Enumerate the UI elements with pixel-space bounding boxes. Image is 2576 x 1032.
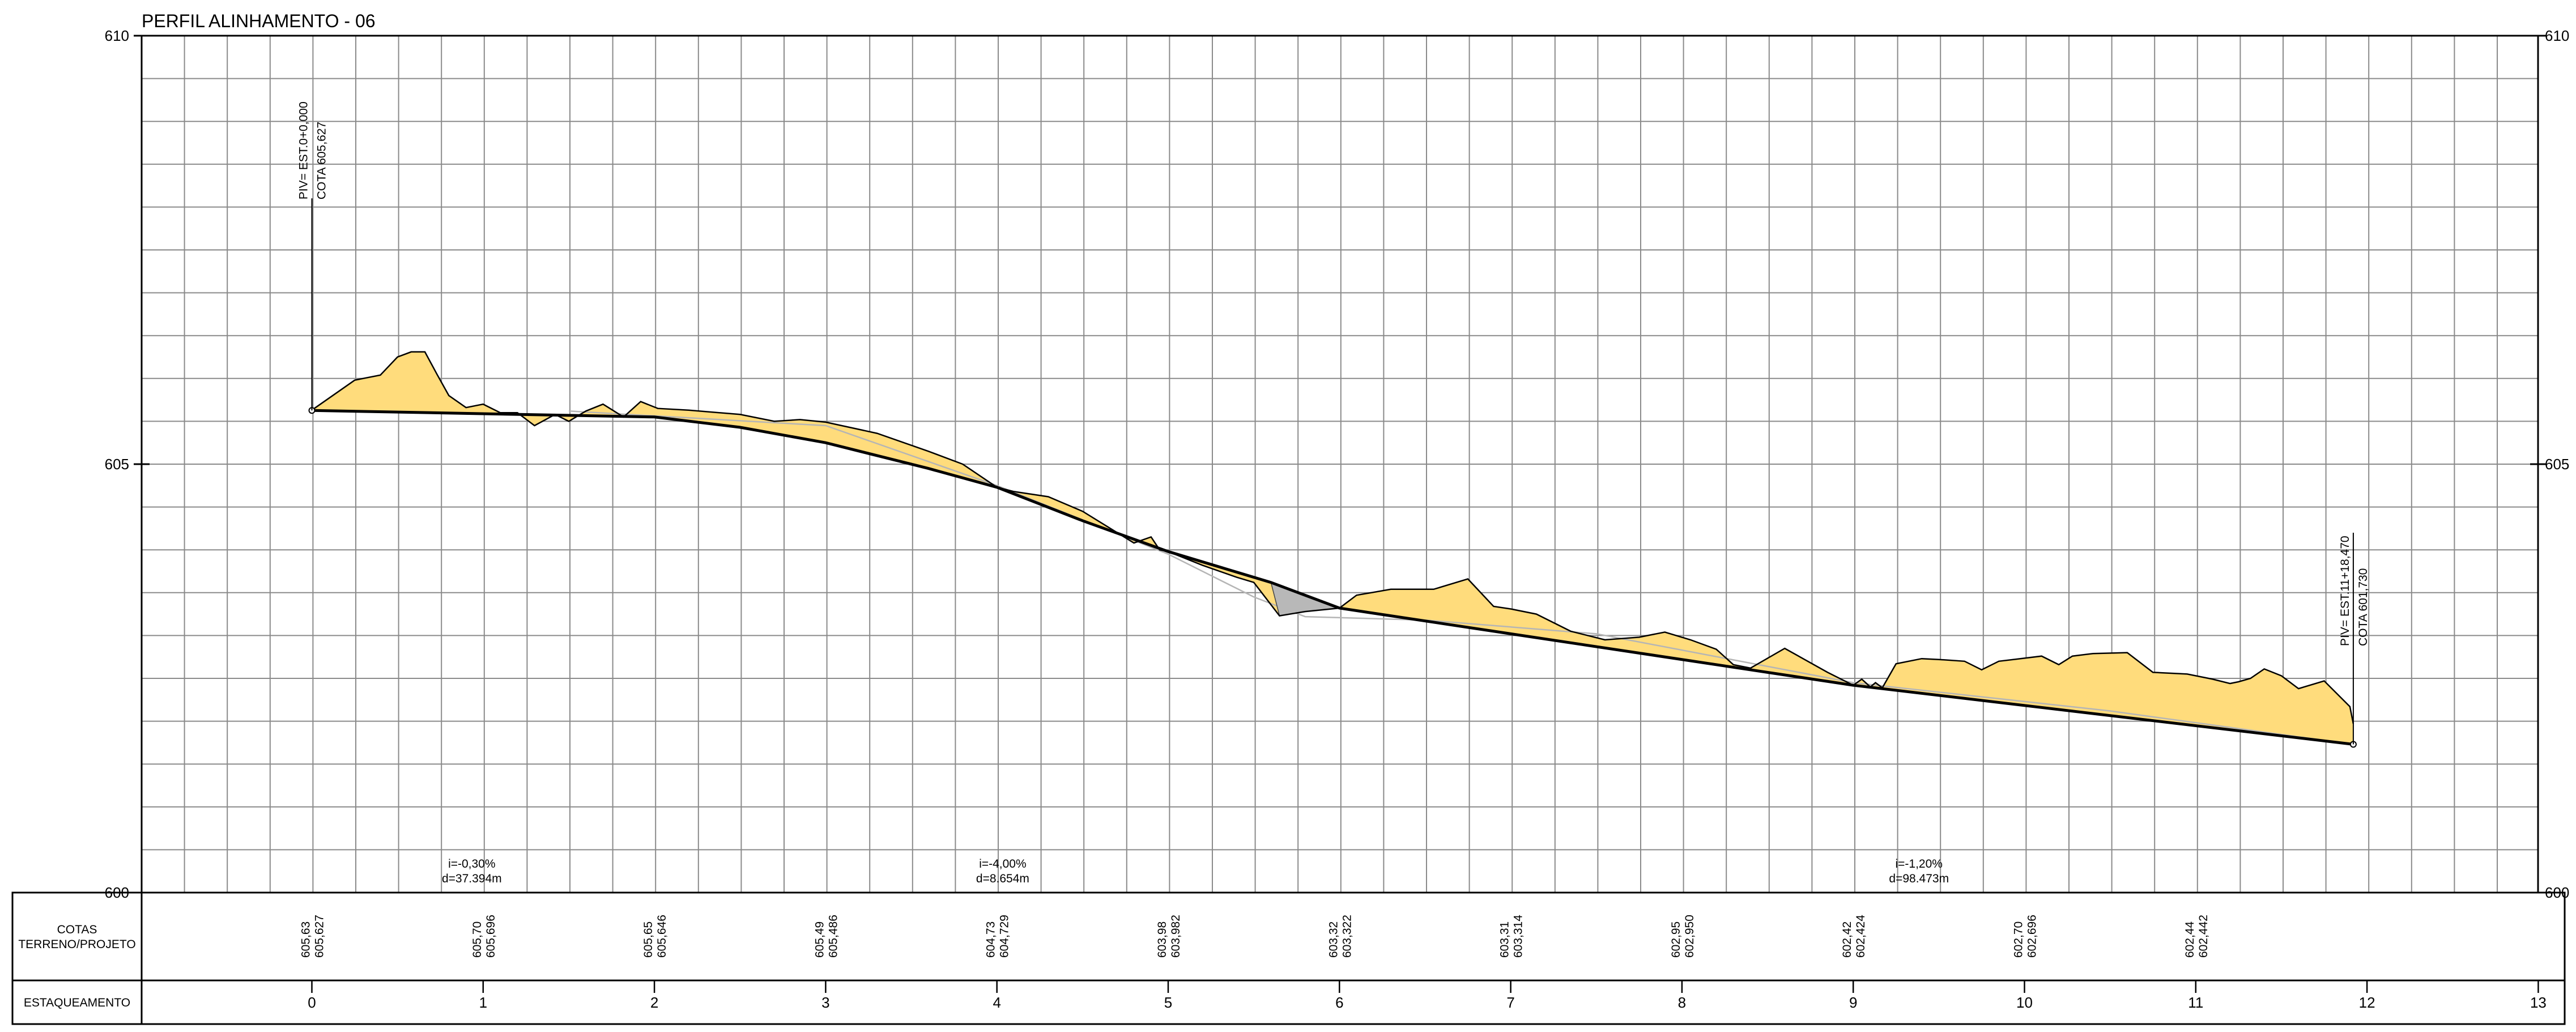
piv-elevation-label: COTA 605,627 [316,122,329,199]
project-elevation-value: 605,627 [313,915,326,958]
piv-station-label: PIV= EST.0+0,000 [297,101,310,199]
elevation-label-left: 605 [105,456,129,473]
station-label: 1 [479,994,487,1011]
station-labels: 0 1 2 3 4 5 6 7 8 9 10 11 12 13 [308,980,2547,1011]
data-table: COTAS TERRENO/PROJETO ESTAQUEAMENTO [11,891,2566,1025]
elevation-label-left: 610 [105,27,129,44]
station-label: 13 [2530,994,2547,1011]
project-elevation-value: 602,424 [1854,915,1867,958]
piv-station-label: PIV= EST.11+18,470 [2339,536,2352,646]
station-label: 7 [1506,994,1514,1011]
elevation-label-right: 605 [2545,456,2569,473]
station-label: 10 [2016,994,2033,1011]
terrain-elevation-value: 604,73 [985,921,998,958]
station-label: 0 [308,994,316,1011]
terrain-elevation-value: 602,95 [1670,921,1683,958]
terrain-elevation-value: 605,65 [642,921,655,958]
station-label: 3 [821,994,829,1011]
terrain-elevation-value: 603,32 [1327,921,1340,958]
original-ground-reference-line [568,410,2354,745]
grade-length-label: d=37.394m [442,872,502,885]
grade-slope-label: i=-4,00% [979,857,1026,870]
grade-annotations: i=-0,30% d=37.394m i=-4,00% d=8.654m i=-1,20… [442,857,1949,885]
project-elevation-value: 605,486 [827,915,840,958]
grade-length-label: d=8.654m [976,872,1029,885]
terreno-projeto-label: TERRENO/PROJETO [18,938,135,951]
station-label: 6 [1335,994,1343,1011]
project-elevation-value: 603,982 [1169,915,1182,958]
station-label: 9 [1849,994,1857,1011]
project-elevation-value: 603,314 [1512,915,1525,958]
station-label: 2 [650,994,658,1011]
terrain-elevation-value: 602,44 [2183,921,2196,958]
cotas-label: COTAS [57,923,97,936]
station-label: 4 [993,994,1000,1011]
station-label: 12 [2359,994,2375,1011]
project-elevation-value: 603,322 [1340,915,1353,958]
project-elevation-value: 602,696 [2026,915,2039,958]
terrain-elevation-value: 602,42 [1841,921,1854,958]
project-elevation-value: 604,729 [998,915,1011,958]
project-elevation-value: 605,696 [484,915,497,958]
grade-slope-label: i=-0,30% [448,857,495,870]
grade-length-label: d=98.473m [1889,872,1949,885]
station-label: 8 [1678,994,1686,1011]
table-row-estaqueamento [11,979,2566,1025]
drawing-title: PERFIL ALINHAMENTO - 06 [142,11,376,31]
elevation-label-right: 610 [2545,27,2569,44]
cotas-values: 605,63 605,627 605,70 605,696 605,65 605,646 6… [300,915,2210,958]
estaqueamento-label: ESTAQUEAMENTO [24,996,130,1009]
station-label: 11 [2188,994,2203,1011]
terrain-profile-line [311,351,2354,724]
terrain-elevation-value: 603,31 [1498,921,1511,958]
grade-slope-label: i=-1,20% [1896,857,1943,870]
terrain-elevation-value: 605,63 [300,921,313,958]
terrain-elevation-value: 602,70 [2012,921,2025,958]
project-elevation-value: 605,646 [655,915,669,958]
terrain-elevation-value: 603,98 [1156,921,1169,958]
terrain-elevation-value: 605,70 [471,921,484,958]
project-grade-line [312,409,2354,746]
profile-grid [142,36,2538,893]
project-elevation-value: 602,442 [2197,915,2210,958]
cut-fill-area [312,351,2353,745]
piv-annotations: PIV= EST.0+0,000 COTA 605,627 PIV= EST.11+… [297,101,2370,748]
piv-elevation-label: COTA 601,730 [2357,568,2370,646]
station-label: 5 [1164,994,1172,1011]
project-elevation-value: 602,950 [1683,915,1696,958]
terrain-elevation-value: 605,49 [813,921,826,958]
